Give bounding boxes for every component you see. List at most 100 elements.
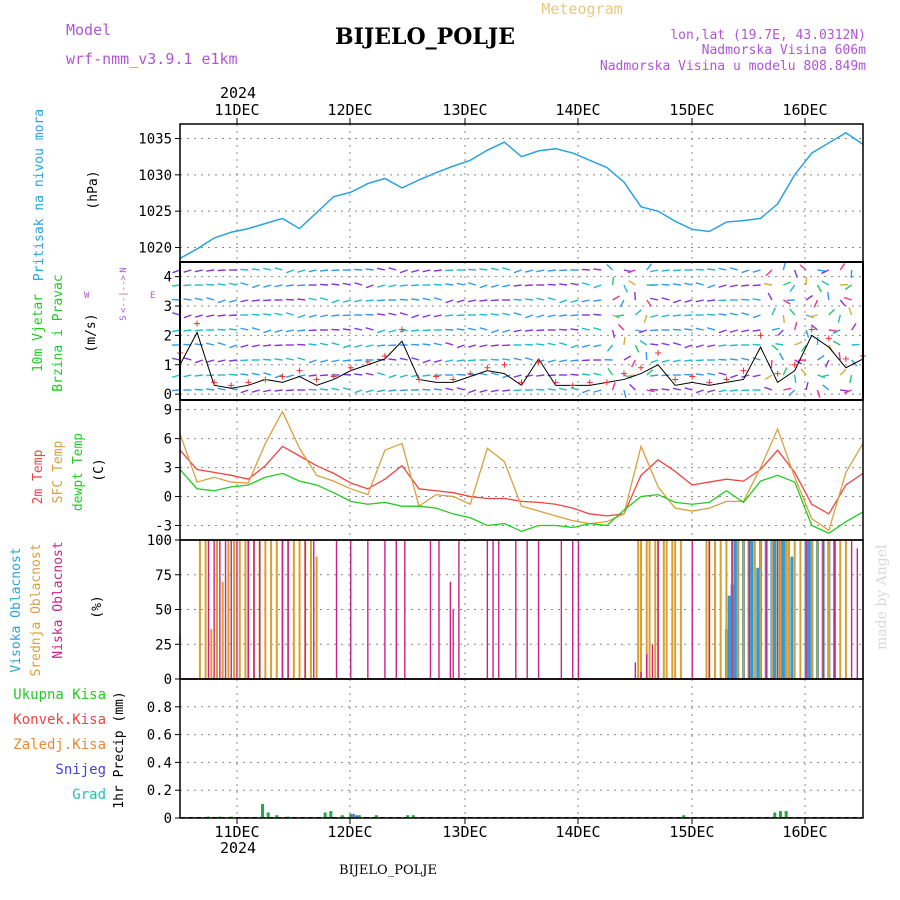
wind-direction-arrow	[851, 323, 857, 331]
wind-direction-arrow	[593, 268, 602, 271]
wind-compass-s: S	[119, 315, 129, 320]
wind-direction-arrow	[672, 283, 681, 286]
wind-direction-arrow	[673, 342, 682, 346]
model-elevation-text: Nadmorska Visina u modelu 808.849m	[600, 59, 866, 74]
wind-direction-arrow	[695, 299, 704, 303]
wind-direction-arrow	[805, 294, 814, 301]
wind-direction-arrow	[718, 299, 727, 302]
wind-direction-arrow	[422, 359, 431, 364]
wind-direction-arrow	[297, 284, 306, 287]
wind-direction-arrow	[502, 374, 511, 379]
wind-direction-arrow	[376, 344, 385, 347]
wind-compass-e: E	[150, 291, 155, 301]
x-tick-label-top: 13DEC	[442, 101, 487, 119]
wind-direction-arrow	[285, 389, 294, 392]
year-bottom: 2024	[220, 839, 256, 857]
wind-direction-arrow	[570, 328, 579, 331]
wind-direction-arrow	[399, 329, 408, 333]
temp-2m-line	[179, 445, 864, 517]
y-tick-label: 0.2	[147, 783, 172, 799]
wind-direction-arrow	[707, 389, 716, 393]
station-title: BIJELO_POLJE	[335, 24, 515, 50]
wind-direction-arrow	[837, 314, 841, 323]
cloud-label-high: Visoka Oblacnost	[9, 547, 24, 672]
wind-direction-arrow	[816, 389, 821, 398]
wind-direction-arrow	[263, 313, 272, 316]
wind-direction-arrow	[611, 329, 616, 338]
wind-direction-arrow	[229, 344, 238, 349]
wind-direction-arrow	[240, 268, 249, 271]
wind-direction-arrow	[559, 314, 568, 317]
wind-direction-arrow	[388, 284, 397, 288]
wind-direction-arrow	[365, 372, 374, 376]
pressure-unit: (hPa)	[86, 170, 101, 209]
wind-direction-arrow	[445, 283, 454, 286]
wind-gust-marker	[262, 376, 269, 383]
wind-direction-arrow	[297, 343, 306, 346]
wind-gust-marker	[620, 370, 627, 377]
wind-direction-arrow	[285, 298, 294, 301]
wind-direction-arrow	[513, 284, 522, 287]
wind-direction-arrow	[650, 359, 659, 364]
wind-direction-arrow	[479, 299, 488, 302]
wind-direction-arrow	[399, 374, 408, 378]
wind-direction-arrow	[581, 282, 590, 286]
wind-direction-arrow	[377, 284, 386, 288]
cloud-label-mid: Srednja Oblacnost	[29, 543, 44, 676]
wind-direction-arrow	[194, 374, 203, 377]
wind-direction-arrow	[639, 340, 648, 346]
wind-direction-arrow	[206, 342, 215, 346]
wind-direction-arrow	[456, 282, 465, 286]
wind-gust-marker	[450, 376, 457, 383]
precip-total-bar	[266, 812, 270, 818]
wind-direction-arrow	[536, 388, 545, 391]
wind-direction-arrow	[794, 269, 798, 278]
wind-direction-arrow	[695, 268, 704, 271]
wind-direction-arrow	[388, 267, 397, 271]
wind-direction-arrow	[820, 374, 830, 378]
y-tick-label: 0	[164, 387, 172, 403]
wind-gust-marker	[706, 379, 713, 386]
wind-direction-arrow	[468, 282, 477, 286]
wind-direction-arrow	[433, 342, 442, 346]
wind-direction-arrow	[331, 314, 340, 317]
wind-direction-arrow	[611, 382, 616, 391]
wind-direction-arrow	[263, 344, 272, 347]
wind-direction-arrow	[729, 344, 738, 347]
wind-direction-arrow	[828, 308, 835, 316]
wind-direction-arrow	[729, 329, 738, 333]
wind-direction-arrow	[274, 344, 283, 347]
wind-gust-marker	[313, 376, 320, 383]
pressure-label: Pritisak na nivou mora	[32, 109, 47, 281]
wind-direction-arrow	[794, 359, 802, 365]
wind-direction-arrow	[707, 299, 716, 302]
wind-direction-arrow	[217, 328, 226, 331]
wind-direction-arrow	[377, 372, 386, 376]
wind-direction-arrow	[172, 312, 181, 316]
wind-direction-arrow	[365, 344, 374, 348]
wind-direction-arrow	[623, 337, 626, 346]
wind-direction-arrow	[646, 263, 653, 271]
temp-sfc-line	[179, 410, 864, 532]
wind-direction-arrow	[559, 342, 568, 346]
footer-station: BIJELO_POLJE	[339, 863, 437, 878]
wind-direction-arrow	[183, 284, 192, 287]
wind-gust-marker	[381, 352, 388, 359]
wind-direction-arrow	[342, 314, 351, 317]
wind-direction-arrow	[251, 344, 260, 348]
wind-direction-arrow	[570, 282, 579, 286]
wind-direction-arrow	[788, 389, 796, 397]
wind-direction-arrow	[308, 297, 317, 301]
wind-direction-arrow	[342, 359, 351, 362]
wind-gust-marker	[279, 373, 286, 380]
wind-direction-arrow	[399, 269, 408, 274]
wind-label-1: 10m Vjetar	[31, 294, 46, 372]
wind-direction-arrow	[433, 388, 442, 391]
wind-direction-arrow	[752, 269, 761, 273]
wind-direction-arrow	[764, 374, 773, 380]
wind-direction-arrow	[513, 329, 522, 333]
wind-direction-arrow	[331, 283, 340, 286]
wind-direction-arrow	[661, 269, 670, 272]
wind-direction-arrow	[646, 299, 652, 307]
precip-total-bar	[261, 804, 265, 818]
